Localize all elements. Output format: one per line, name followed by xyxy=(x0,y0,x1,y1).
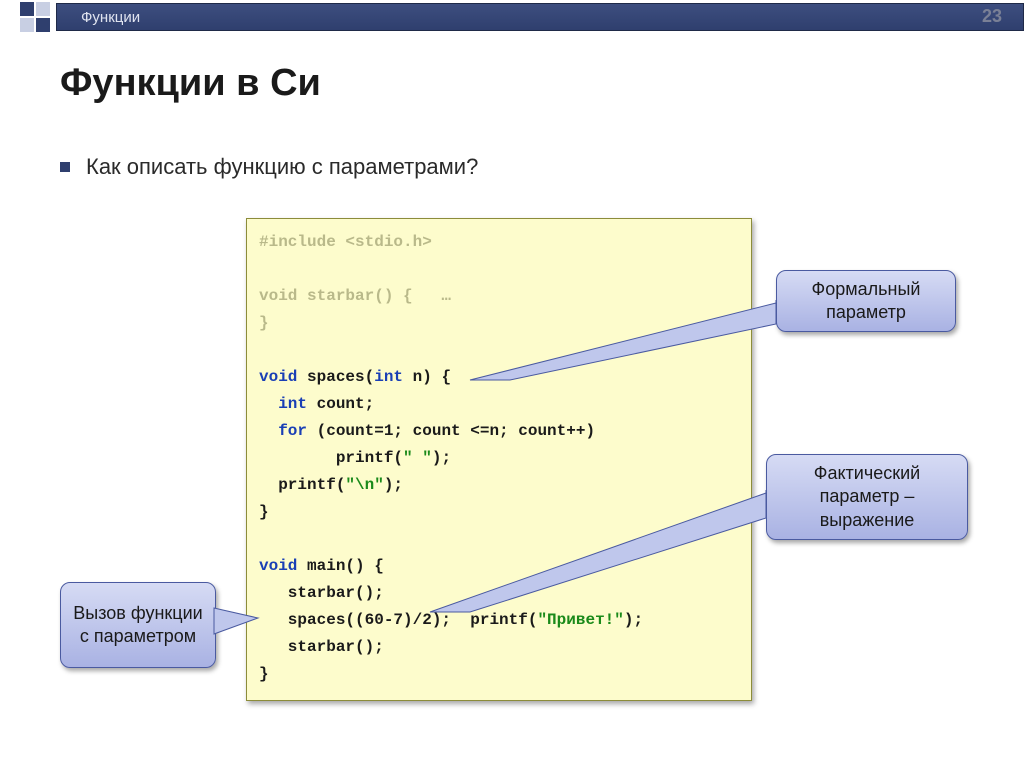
callout-call-with-param: Вызов функции с параметром xyxy=(60,582,216,668)
pointer-formal xyxy=(470,300,790,390)
bullet-text: Как описать функцию с параметрами? xyxy=(86,154,478,180)
callout-formal-param: Формальный параметр xyxy=(776,270,956,332)
code-line: } xyxy=(259,661,739,688)
code-line: printf(" "); xyxy=(259,445,739,472)
page-number: 23 xyxy=(982,6,1002,27)
breadcrumb: Функции xyxy=(56,3,1024,31)
breadcrumb-text: Функции xyxy=(81,9,140,26)
bullet-item: Как описать функцию с параметрами? xyxy=(60,154,478,180)
code-line: for (count=1; count <=n; count++) xyxy=(259,418,739,445)
code-box: #include <stdio.h> void starbar() { …} v… xyxy=(246,218,752,701)
callout-text: Фактический параметр – выражение xyxy=(777,462,957,532)
callout-text: Вызов функции с параметром xyxy=(71,602,205,649)
logo-icon xyxy=(0,0,56,34)
pointer-actual xyxy=(430,490,780,620)
callout-text: Формальный параметр xyxy=(787,278,945,325)
code-line: starbar(); xyxy=(259,634,739,661)
slide-header: Функции xyxy=(0,0,1024,34)
code-line: int count; xyxy=(259,391,739,418)
code-line xyxy=(259,256,739,283)
pointer-call xyxy=(214,604,264,644)
code-line: #include <stdio.h> xyxy=(259,229,739,256)
page-title: Функции в Си xyxy=(60,62,321,105)
callout-actual-param: Фактический параметр – выражение xyxy=(766,454,968,540)
bullet-icon xyxy=(60,162,70,172)
